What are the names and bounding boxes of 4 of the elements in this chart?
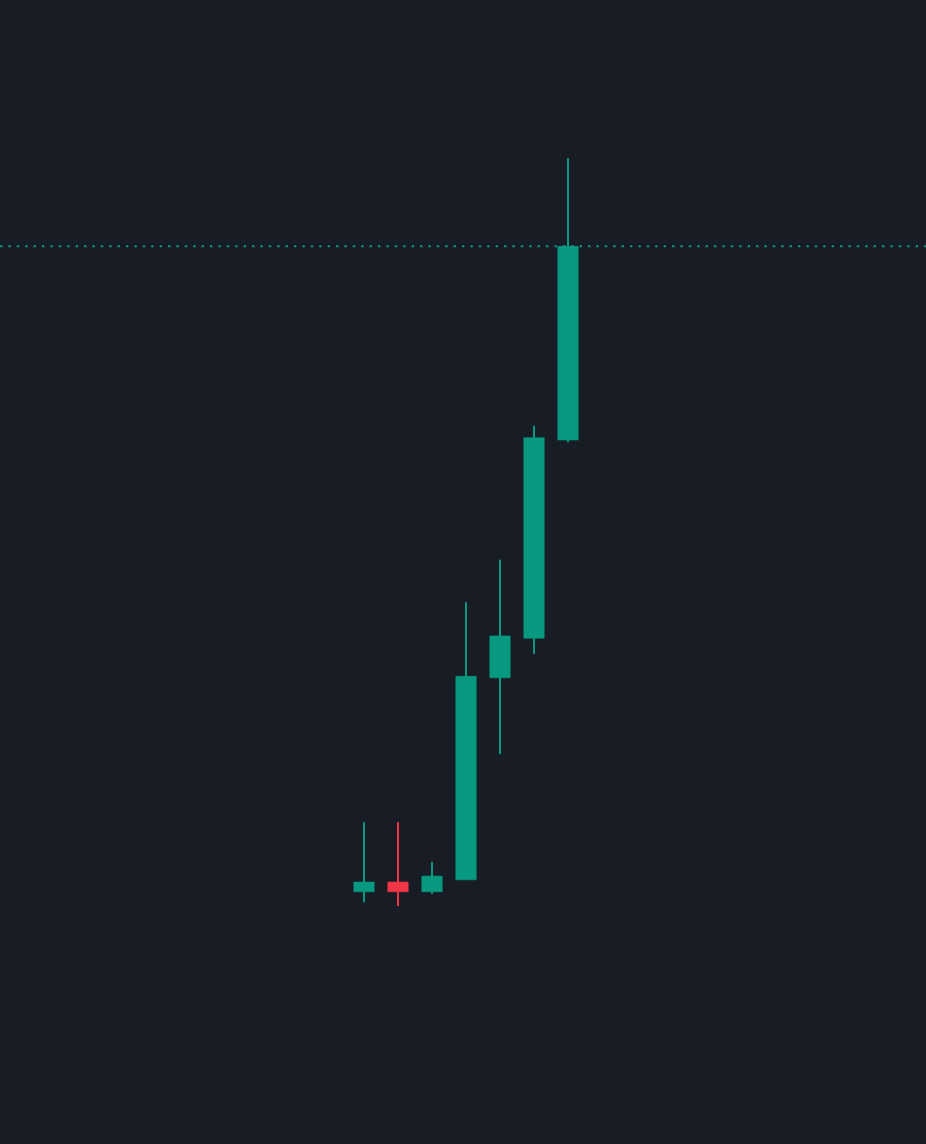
candlestick bbox=[489, 558, 511, 756]
candlestick bbox=[353, 821, 375, 904]
candlestick bbox=[421, 860, 443, 896]
candlestick bbox=[387, 821, 409, 907]
